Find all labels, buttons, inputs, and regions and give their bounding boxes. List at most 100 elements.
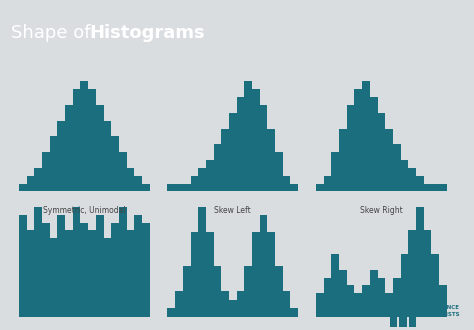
Bar bbox=[267, 129, 275, 191]
Bar bbox=[316, 183, 324, 191]
Bar bbox=[65, 230, 73, 317]
Text: Shape of: Shape of bbox=[11, 24, 96, 42]
Bar bbox=[331, 152, 339, 191]
Bar bbox=[355, 293, 362, 317]
Bar bbox=[439, 285, 447, 317]
Bar bbox=[390, 316, 397, 327]
Bar bbox=[237, 291, 245, 317]
Bar bbox=[283, 291, 291, 317]
Bar bbox=[362, 285, 370, 317]
Bar bbox=[355, 89, 362, 191]
Bar bbox=[252, 89, 260, 191]
Bar bbox=[119, 152, 127, 191]
Text: Histograms: Histograms bbox=[89, 24, 205, 42]
Bar bbox=[183, 266, 191, 317]
Bar bbox=[245, 82, 252, 191]
Bar bbox=[206, 160, 214, 191]
Bar bbox=[183, 183, 191, 191]
Bar bbox=[111, 222, 119, 317]
Bar bbox=[291, 183, 298, 191]
Bar bbox=[385, 129, 393, 191]
Bar bbox=[399, 308, 407, 327]
Bar bbox=[19, 183, 27, 191]
Bar bbox=[142, 183, 150, 191]
Bar bbox=[377, 113, 385, 191]
Bar bbox=[408, 230, 416, 317]
Bar bbox=[362, 82, 370, 191]
Bar bbox=[214, 266, 221, 317]
Bar bbox=[96, 214, 103, 317]
Bar bbox=[424, 183, 431, 191]
Bar bbox=[88, 89, 96, 191]
Bar bbox=[393, 278, 401, 317]
Bar bbox=[347, 105, 355, 191]
Bar bbox=[339, 129, 347, 191]
Bar bbox=[19, 214, 27, 317]
Bar bbox=[27, 230, 34, 317]
Bar bbox=[34, 168, 42, 191]
Bar bbox=[127, 168, 134, 191]
Bar bbox=[252, 232, 260, 317]
Bar bbox=[324, 176, 331, 191]
Bar bbox=[81, 222, 88, 317]
Bar bbox=[198, 168, 206, 191]
Bar bbox=[260, 105, 267, 191]
Bar bbox=[275, 152, 283, 191]
Bar bbox=[134, 176, 142, 191]
Bar bbox=[267, 232, 275, 317]
Bar bbox=[88, 230, 96, 317]
Bar bbox=[167, 308, 175, 317]
Bar bbox=[81, 82, 88, 191]
Bar bbox=[57, 121, 65, 191]
Bar bbox=[283, 176, 291, 191]
Bar bbox=[260, 215, 267, 317]
Bar bbox=[175, 291, 183, 317]
Bar bbox=[119, 207, 127, 317]
Bar bbox=[275, 266, 283, 317]
Bar bbox=[191, 176, 198, 191]
Bar bbox=[339, 270, 347, 317]
Bar bbox=[214, 144, 221, 191]
Bar bbox=[370, 97, 377, 191]
Text: Skew Right: Skew Right bbox=[360, 206, 403, 215]
Bar bbox=[191, 232, 198, 317]
Text: Skew Left: Skew Left bbox=[214, 206, 251, 215]
Text: Symmetric, Unimodal: Symmetric, Unimodal bbox=[43, 206, 126, 215]
Bar bbox=[127, 230, 134, 317]
Bar bbox=[175, 183, 183, 191]
Bar bbox=[50, 136, 57, 191]
Bar bbox=[439, 183, 447, 191]
Bar bbox=[27, 176, 34, 191]
Bar bbox=[34, 207, 42, 317]
Bar bbox=[206, 232, 214, 317]
Bar bbox=[408, 168, 416, 191]
Bar bbox=[42, 222, 50, 317]
Bar bbox=[221, 129, 229, 191]
Bar bbox=[331, 254, 339, 317]
Bar bbox=[393, 144, 401, 191]
Bar bbox=[416, 176, 424, 191]
Bar bbox=[316, 293, 324, 317]
Bar bbox=[167, 183, 175, 191]
Bar bbox=[73, 89, 81, 191]
Bar bbox=[370, 270, 377, 317]
Bar bbox=[291, 308, 298, 317]
Bar bbox=[42, 152, 50, 191]
Bar bbox=[103, 121, 111, 191]
Bar bbox=[401, 160, 408, 191]
Text: FINANCE
STRATEGISTS: FINANCE STRATEGISTS bbox=[418, 305, 460, 317]
Bar bbox=[401, 254, 408, 317]
Bar bbox=[409, 300, 416, 327]
Bar bbox=[424, 230, 431, 317]
Bar bbox=[142, 222, 150, 317]
Bar bbox=[385, 293, 393, 317]
Bar bbox=[198, 207, 206, 317]
Bar bbox=[245, 266, 252, 317]
Bar bbox=[50, 238, 57, 317]
Bar bbox=[237, 97, 245, 191]
Bar bbox=[347, 285, 355, 317]
Bar bbox=[431, 254, 439, 317]
Bar bbox=[111, 136, 119, 191]
Bar bbox=[103, 238, 111, 317]
Bar bbox=[377, 278, 385, 317]
